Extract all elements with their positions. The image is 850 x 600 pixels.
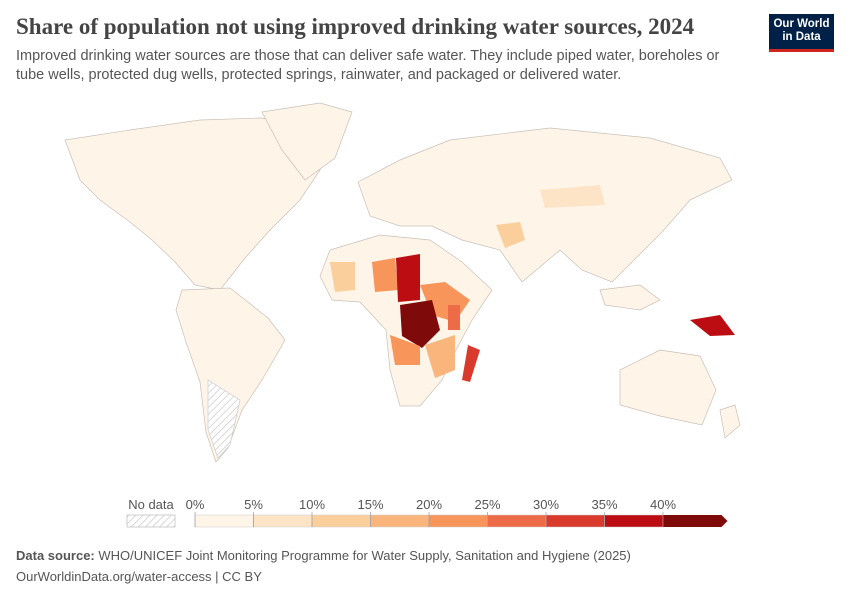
legend-tick-label: 25%	[474, 497, 500, 512]
subtitle: tube wells, protected dug wells, protect…	[16, 67, 622, 83]
legend-swatch	[545, 514, 605, 528]
subtitle: Improved drinking water sources are thos…	[16, 48, 720, 64]
legend-tick-label: 10%	[299, 497, 325, 512]
legend-tick-label: 20%	[416, 497, 442, 512]
logo[interactable]: Our World in Data	[769, 14, 834, 52]
legend-swatch	[253, 514, 313, 528]
source-label: Data source:	[16, 548, 95, 563]
legend-swatch	[311, 514, 371, 528]
legend-swatch	[487, 514, 547, 528]
legend-tick-label: 0%	[186, 497, 205, 512]
no-data-swatch	[126, 514, 176, 528]
legend-tick-label: 5%	[244, 497, 263, 512]
source-text: WHO/UNICEF Joint Monitoring Programme fo…	[98, 548, 631, 563]
link[interactable]: OurWorldinData.org/water-access | CC BY	[16, 569, 262, 584]
legend-swatch	[428, 514, 488, 528]
logo-text: Our World	[773, 18, 830, 30]
legend-swatch	[604, 514, 664, 528]
map-shading	[330, 185, 735, 382]
legend-swatch	[370, 514, 430, 528]
legend-tick-label: 40%	[650, 497, 676, 512]
legend-tick-label: 30%	[533, 497, 559, 512]
legend-swatch	[194, 514, 254, 528]
legend-swatch	[663, 515, 728, 527]
logo-text: in Data	[782, 31, 821, 43]
title: Share of population not using improved d…	[16, 14, 695, 39]
no-data-label: No data	[128, 497, 174, 512]
legend-tick-label: 35%	[591, 497, 617, 512]
source: Data source: WHO/UNICEF Joint Monitoring…	[16, 548, 631, 563]
legend-tick-label: 15%	[357, 497, 383, 512]
